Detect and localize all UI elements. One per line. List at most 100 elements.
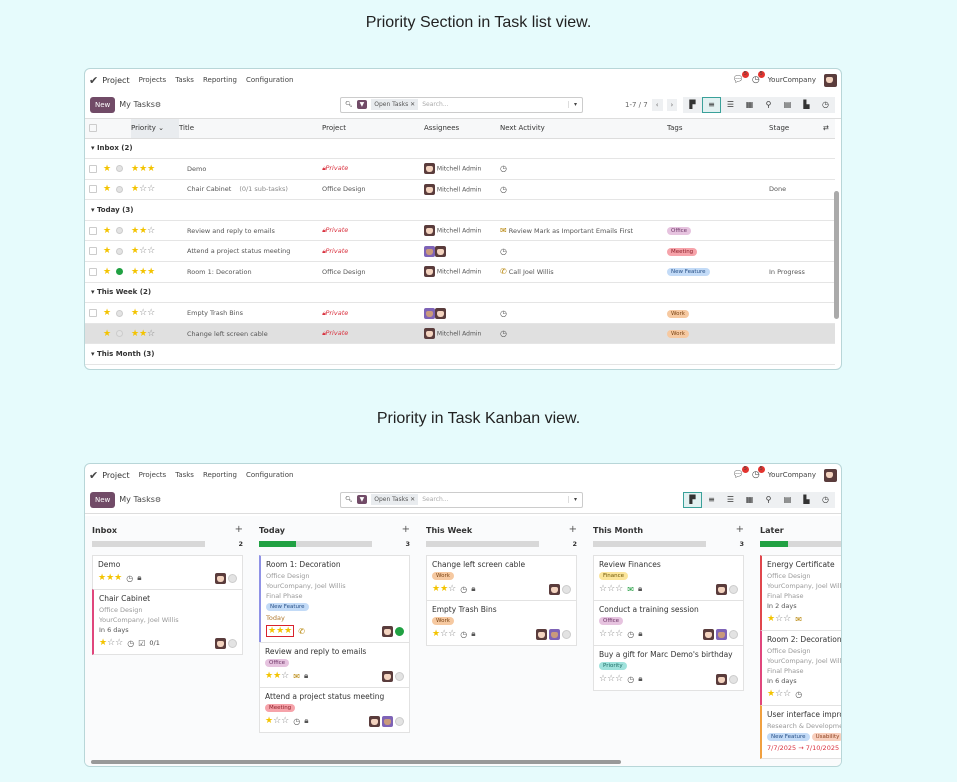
optional-columns-icon[interactable]: ⇄ (823, 119, 835, 139)
star-filled-icon[interactable]: ★ (99, 638, 108, 648)
messages-icon[interactable]: 💬︎ 5 (732, 71, 749, 85)
kanban-icon[interactable]: ▛ (683, 491, 702, 508)
kanban-card[interactable]: Review Finances Finance ☆☆☆ ✉ 🔒︎ (593, 555, 744, 601)
search-dropdown-toggle[interactable]: ▾ (568, 496, 582, 503)
star-filled-icon[interactable]: ★ (131, 246, 140, 257)
priority-cell[interactable]: ☆☆☆ (131, 364, 179, 369)
kanban-card[interactable]: Change left screen cable Work ★★☆ ◷ 🔒︎ (426, 555, 577, 601)
kanban-state-icon[interactable] (395, 626, 404, 636)
menu-item-projects[interactable]: Projects (138, 76, 167, 84)
star-filled-icon[interactable]: ★ (139, 225, 148, 236)
search-bar[interactable]: 🔍︎ ▼ Open Tasks ✕ Search... ▾ (340, 96, 583, 113)
table-row[interactable]: ★ ★☆☆ Empty Trash Bins 🔒︎Private ◷ Work (85, 302, 835, 324)
next-activity-cell[interactable]: ◷ (500, 302, 667, 324)
pager-value[interactable]: 1-7 / 7 (625, 100, 648, 109)
table-row[interactable]: ★ ★☆☆ Chair Cabinet (0/1 sub-tasks) Office D… (85, 179, 835, 201)
gear-icon[interactable]: ⚙ (154, 100, 162, 109)
priority-stars-highlighted[interactable]: ★★★ (266, 625, 295, 637)
priority-stars[interactable]: ★☆☆ (131, 246, 155, 257)
kanban-state-icon[interactable] (228, 573, 237, 583)
app-name[interactable]: Project (102, 470, 130, 480)
star-empty-icon[interactable]: ☆ (147, 184, 156, 195)
star-empty-icon[interactable]: ☆ (107, 638, 116, 648)
kanban-card[interactable]: Room 1: Decoration Office Design YourCompa… (259, 555, 410, 643)
star-filled-icon[interactable]: ★ (432, 584, 441, 594)
horizontal-scrollbar[interactable] (91, 760, 621, 764)
star-empty-icon[interactable]: ☆ (599, 584, 608, 594)
priority-stars[interactable]: ★★★ (98, 573, 122, 583)
star-filled-icon[interactable]: ★ (131, 328, 140, 339)
favorite-star-icon[interactable]: ★ (103, 225, 112, 236)
star-filled-icon[interactable]: ★ (284, 626, 293, 636)
star-filled-icon[interactable]: ★ (131, 225, 140, 236)
star-empty-icon[interactable]: ☆ (615, 629, 624, 639)
progress-bar[interactable] (760, 541, 841, 547)
star-empty-icon[interactable]: ☆ (775, 614, 784, 624)
column-header-stage[interactable]: Stage (769, 119, 823, 139)
menu-item-configuration[interactable]: Configuration (246, 76, 294, 84)
priority-cell[interactable]: ★★☆ (131, 220, 179, 242)
priority-stars[interactable]: ★☆☆ (131, 308, 155, 319)
vertical-scrollbar[interactable] (834, 191, 839, 319)
clock-icon[interactable]: ◷ (500, 246, 507, 256)
assignee-avatar[interactable] (369, 715, 380, 727)
progress-bar[interactable] (426, 541, 539, 547)
assignee-avatar[interactable] (424, 369, 435, 370)
table-row[interactable]: ★ ★★☆ Review and reply to emails 🔒︎Private … (85, 220, 835, 242)
star-empty-icon[interactable]: ☆ (448, 584, 457, 594)
star-filled-icon[interactable]: ★ (147, 163, 156, 174)
next-activity-cell[interactable]: ◷ (500, 323, 667, 345)
user-avatar[interactable] (824, 468, 837, 482)
assignee-avatar[interactable] (424, 328, 435, 340)
clock-icon[interactable]: ◷ (795, 689, 803, 699)
kanban-state-icon[interactable] (116, 165, 124, 173)
favorite-star-icon[interactable]: ★ (103, 163, 112, 174)
email-icon[interactable]: ✉ (795, 614, 802, 624)
star-empty-icon[interactable]: ☆ (281, 671, 290, 681)
favorite-star-icon[interactable]: ★ (103, 246, 112, 257)
activities-icon[interactable]: ◷ 5 (751, 466, 765, 480)
star-empty-icon[interactable]: ☆ (139, 246, 148, 257)
search-input[interactable]: Search... (422, 101, 449, 108)
group-row[interactable]: ▾ This Week (2) (85, 282, 835, 304)
pager-next[interactable]: › (666, 98, 678, 111)
star-filled-icon[interactable]: ★ (440, 584, 449, 594)
star-filled-icon[interactable]: ★ (131, 266, 140, 277)
star-empty-icon[interactable]: ☆ (607, 629, 616, 639)
star-empty-icon[interactable]: ☆ (775, 689, 784, 699)
table-row[interactable]: ☆☆☆☆Review Finances🔒︎Private Mitchell Ad… (85, 364, 835, 370)
next-activity-cell[interactable]: ✆ Call Joel Willis (500, 261, 667, 283)
star-filled-icon[interactable]: ★ (432, 629, 441, 639)
kanban-state-icon[interactable] (116, 227, 124, 235)
add-card-icon[interactable]: + (735, 524, 744, 535)
priority-stars[interactable]: ☆☆☆ (599, 584, 623, 594)
close-icon[interactable]: ✕ (410, 496, 416, 503)
star-filled-icon[interactable]: ★ (131, 308, 140, 319)
menu-item-tasks[interactable]: Tasks (175, 471, 194, 479)
group-row[interactable]: ▾ Today (3) (85, 199, 835, 221)
add-card-icon[interactable]: + (568, 524, 577, 535)
star-empty-icon[interactable]: ☆ (440, 629, 449, 639)
priority-stars[interactable]: ★☆☆ (767, 614, 791, 624)
kanban-state-icon[interactable] (228, 638, 237, 648)
star-empty-icon[interactable]: ☆ (599, 629, 608, 639)
progress-bar[interactable] (593, 541, 706, 547)
assignee-avatar[interactable] (549, 628, 560, 640)
phone-icon[interactable]: ✆ (298, 626, 305, 636)
assignee-avatar[interactable] (536, 628, 547, 640)
kanban-card[interactable]: Chair Cabinet Office Design YourCompany, J… (92, 589, 243, 655)
assignee-avatar[interactable] (382, 625, 393, 637)
priority-cell[interactable]: ★☆☆ (131, 179, 179, 201)
project-logo-icon[interactable]: ✔ (89, 73, 99, 87)
kanban-state-icon[interactable] (116, 268, 124, 276)
star-empty-icon[interactable]: ☆ (139, 308, 148, 319)
kanban-state-icon[interactable] (395, 716, 404, 726)
kanban-state-icon[interactable] (395, 671, 404, 681)
assignee-avatar[interactable] (424, 163, 435, 175)
kanban-card[interactable]: User interface improvements Research & De… (760, 705, 841, 759)
clock-icon[interactable]: ◷ (293, 716, 301, 726)
pivot-icon[interactable]: ▤ (778, 491, 797, 508)
priority-cell[interactable]: ★☆☆ (131, 240, 179, 263)
star-filled-icon[interactable]: ★ (106, 573, 115, 583)
star-filled-icon[interactable]: ★ (265, 671, 274, 681)
